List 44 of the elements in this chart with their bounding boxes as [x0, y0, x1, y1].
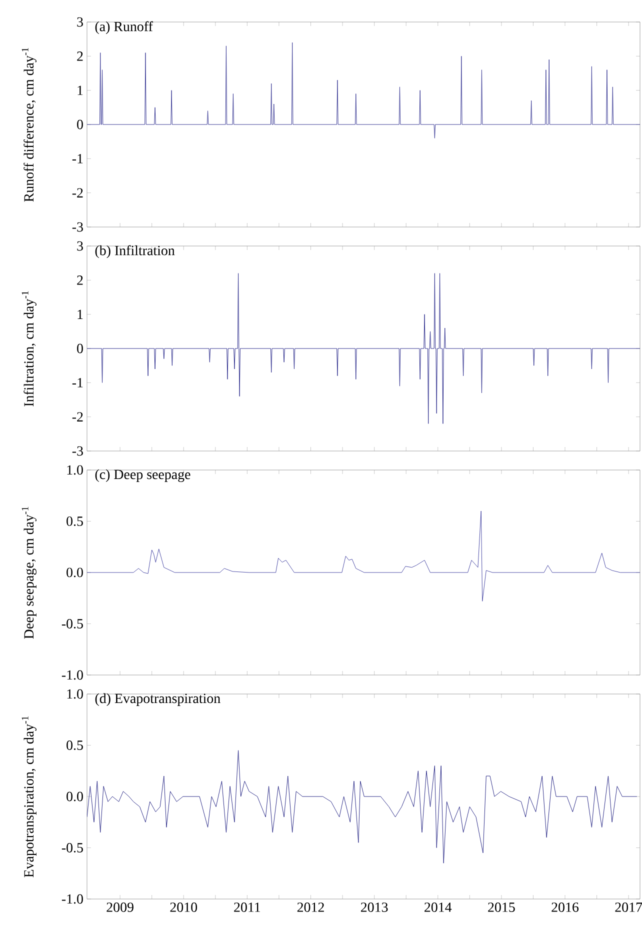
y-tick-label: 1.0: [67, 465, 83, 475]
y-tick-label: 0.5: [66, 516, 83, 526]
chart-title: (a) Runoff: [95, 21, 153, 34]
y-axis-title: Infiltration, cm day$^{-1}$: [22, 291, 36, 406]
y-tick-label: 0.0: [66, 568, 83, 578]
y-tick-label: -3: [72, 222, 83, 232]
y-tick-label: -2: [72, 412, 83, 422]
y-axis-title: Deep seepage, cm day$^{-1}$: [22, 506, 36, 639]
line-series: [87, 510, 640, 602]
y-tick-label: 0.0: [66, 792, 83, 802]
y-tick-label: 0.5: [66, 740, 83, 750]
y-tick-label: -3: [72, 446, 83, 456]
x-tick-label: 2017: [615, 902, 642, 912]
y-tick-label: 1: [78, 86, 83, 95]
y-tick-label: 2: [77, 52, 83, 61]
y-tick-label: -2: [72, 188, 83, 198]
x-tick-label: 2010: [170, 902, 198, 912]
y-tick-label: -0.5: [62, 619, 83, 628]
x-tick-label: 2015: [488, 902, 515, 912]
y-tick-label: -1.0: [62, 894, 83, 904]
y-tick-label: 3: [77, 241, 83, 251]
y-axis-title: Evapotranspiration, cm day$^{-1}$: [22, 716, 36, 878]
x-tick-label: 2014: [424, 902, 452, 912]
y-tick-label: 1: [78, 310, 83, 319]
chart-title: (b) Infiltration: [95, 245, 175, 258]
y-tick-label: 0: [77, 344, 83, 354]
x-tick-label: 2013: [360, 902, 388, 912]
y-tick-label: 2: [77, 276, 83, 285]
chart-title: (c) Deep seepage: [95, 469, 190, 482]
y-tick-label: 0: [77, 120, 83, 130]
x-tick-label: 2012: [297, 902, 324, 912]
chart-title: (d) Evapotranspiration: [95, 693, 220, 706]
y-tick-label: -1: [72, 154, 83, 164]
x-tick-label: 2009: [106, 902, 134, 912]
y-tick-label: -1: [72, 378, 83, 388]
y-tick-label: 3: [77, 17, 83, 27]
y-axis-title: Runoff difference, cm day$^{-1}$: [22, 48, 36, 202]
x-tick-label: 2016: [552, 902, 579, 912]
line-series: [87, 42, 640, 138]
y-tick-label: -0.5: [62, 843, 83, 853]
x-tick-label: 2011: [234, 902, 260, 912]
line-series: [87, 750, 638, 864]
y-tick-label: 1.0: [67, 689, 83, 699]
y-tick-label: -1.0: [62, 670, 83, 680]
